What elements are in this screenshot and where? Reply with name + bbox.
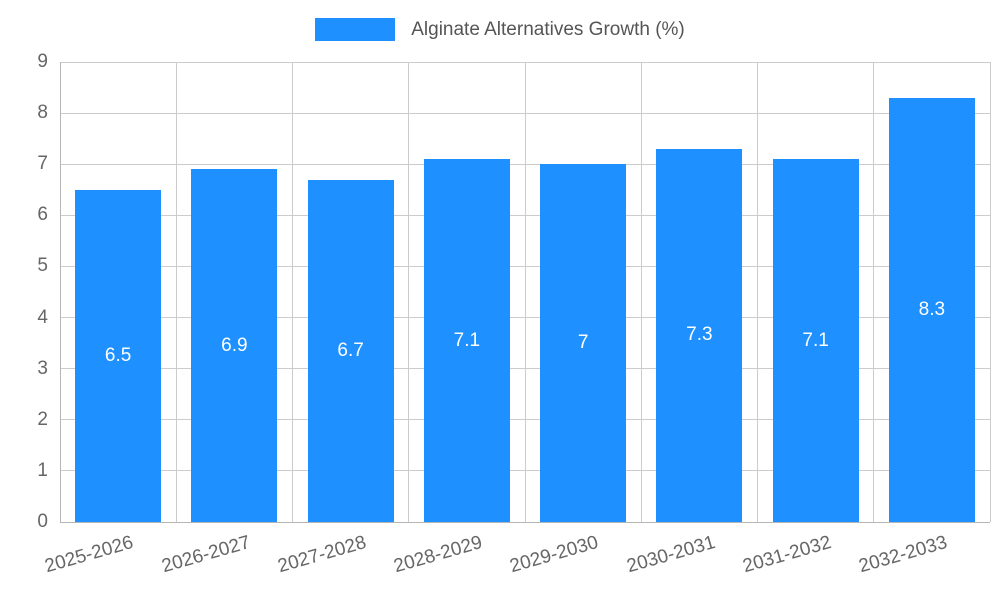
y-tick-label: 7 bbox=[37, 153, 48, 175]
bar: 6.7 bbox=[307, 179, 394, 522]
bar: 6.9 bbox=[191, 169, 278, 522]
x-tick-label: 2031-2032 bbox=[740, 532, 834, 578]
bar-value-label: 6.7 bbox=[337, 339, 364, 361]
y-tick-label: 6 bbox=[37, 204, 48, 226]
bar-value-label: 6.5 bbox=[104, 344, 132, 366]
y-axis-line bbox=[59, 62, 61, 522]
bar-value-label: 7 bbox=[577, 332, 589, 354]
bar-value-label: 6.9 bbox=[221, 334, 248, 356]
legend-label: Alginate Alternatives Growth (%) bbox=[411, 18, 685, 40]
y-tick-label: 8 bbox=[37, 102, 48, 124]
x-tick-label: 2026-2027 bbox=[159, 532, 253, 578]
y-tick-label: 9 bbox=[37, 51, 48, 72]
bar: 7.1 bbox=[772, 159, 859, 522]
y-tick-label: 3 bbox=[37, 357, 48, 379]
gridline-v bbox=[757, 62, 758, 522]
bar: 6.5 bbox=[75, 189, 162, 522]
x-tick-label: 2029-2030 bbox=[507, 532, 601, 578]
gridline-v bbox=[524, 62, 526, 522]
bar-value-label: 8.3 bbox=[918, 298, 946, 320]
x-tick-label: 2025-2026 bbox=[42, 532, 136, 578]
gridline-v bbox=[989, 62, 991, 522]
y-tick-label: 1 bbox=[37, 459, 48, 481]
gridline-v bbox=[175, 62, 177, 522]
bar-value-label: 7.3 bbox=[686, 324, 713, 346]
legend-swatch bbox=[315, 18, 396, 41]
bar: 7.1 bbox=[423, 159, 510, 522]
bar-value-label: 7.1 bbox=[453, 329, 481, 351]
x-tick-label: 2030-2031 bbox=[624, 532, 718, 578]
gridline-v bbox=[408, 62, 410, 522]
y-tick-label: 4 bbox=[37, 306, 48, 328]
y-tick-label: 0 bbox=[37, 511, 48, 532]
gridline-v bbox=[292, 62, 293, 522]
x-tick-label: 2032-2033 bbox=[856, 532, 950, 578]
x-tick-label: 2028-2029 bbox=[391, 532, 485, 578]
y-tick-label: 2 bbox=[37, 408, 48, 430]
x-tick-label: 2027-2028 bbox=[275, 532, 369, 578]
x-axis-line bbox=[60, 521, 990, 523]
y-tick-label: 5 bbox=[37, 255, 48, 277]
bar-value-label: 7.1 bbox=[802, 329, 829, 351]
chart-legend: Alginate Alternatives Growth (%) bbox=[0, 18, 1000, 41]
bar: 7.3 bbox=[656, 148, 743, 522]
gridline-v bbox=[640, 62, 642, 522]
gridline-v bbox=[873, 62, 875, 522]
bar: 7 bbox=[540, 164, 627, 522]
bar: 8.3 bbox=[888, 97, 975, 522]
